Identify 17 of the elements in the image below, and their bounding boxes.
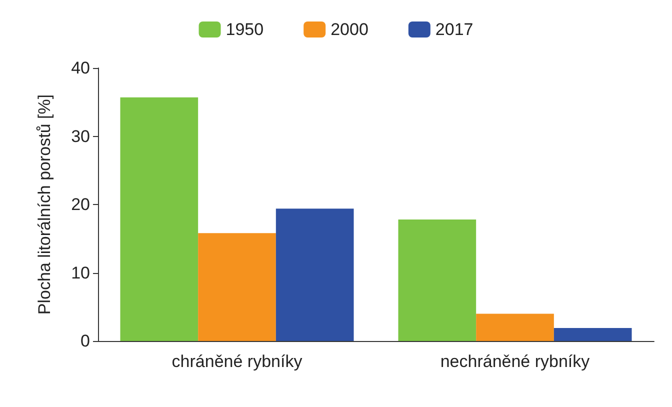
y-tick-label: 0	[80, 332, 90, 350]
x-tick-label: nechráněné rybníky	[440, 352, 590, 371]
y-tick-label: 40	[71, 58, 90, 78]
y-tick-label: 20	[71, 195, 90, 214]
y-tick-label: 30	[71, 126, 90, 146]
bar	[398, 220, 476, 341]
bar	[120, 97, 198, 341]
bar	[476, 314, 554, 341]
legend-label: 2017	[435, 20, 474, 39]
legend-label: 2000	[330, 20, 368, 39]
legend-label: 1950	[226, 20, 264, 39]
x-tick-label: chráněné rybníky	[172, 352, 303, 371]
y-axis-title: Plocha litorálních porostů [%]	[35, 94, 54, 315]
bar	[554, 328, 632, 341]
y-tick-label: 10	[71, 263, 90, 282]
bar	[198, 233, 276, 341]
bar	[276, 208, 354, 341]
